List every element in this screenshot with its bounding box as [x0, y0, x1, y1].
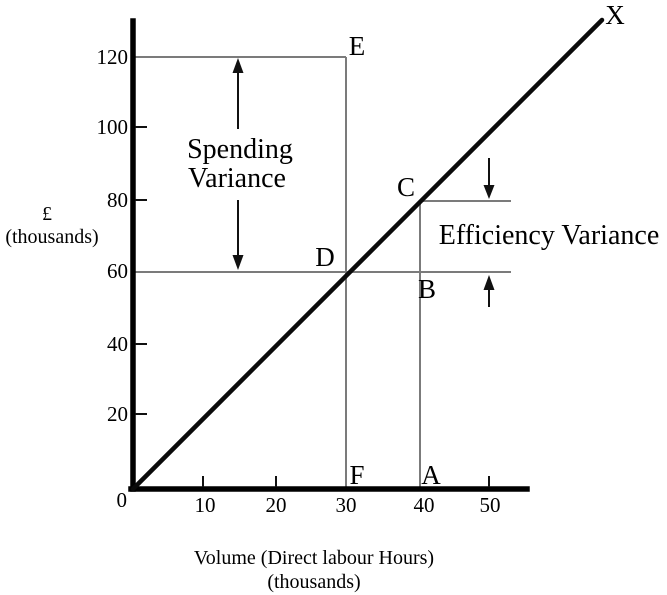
- x-tick-label-30: 30: [336, 493, 357, 517]
- efficiency-variance-label: Efficiency Variance: [439, 220, 660, 251]
- y-tick-label-120: 120: [97, 45, 129, 69]
- y-tick-label-60: 60: [107, 259, 128, 283]
- line-end-label-X: X: [605, 0, 625, 30]
- x-tick-label-40: 40: [414, 493, 435, 517]
- point-label-B: B: [418, 274, 436, 304]
- y-tick-label-20: 20: [107, 402, 128, 426]
- spending-variance-label-line2: Variance: [188, 163, 286, 194]
- point-label-A: A: [421, 460, 441, 490]
- spending-variance-label-line1: Spending: [187, 134, 293, 165]
- budget-line: [130, 17, 605, 492]
- point-label-F: F: [349, 460, 364, 490]
- x-tick-label-20: 20: [266, 493, 287, 517]
- origin-label: 0: [117, 488, 128, 512]
- point-label-D: D: [315, 242, 335, 272]
- point-label-C: C: [397, 172, 415, 202]
- x-axis-label-units: (thousands): [267, 571, 360, 593]
- point-label-E: E: [349, 31, 366, 61]
- efficiency-arrow-down-head: [483, 185, 495, 199]
- y-tick-label-40: 40: [107, 332, 128, 356]
- x-tick-label-50: 50: [480, 493, 501, 517]
- y-axis-label-units: (thousands): [5, 226, 98, 248]
- spending-arrow-down-head: [232, 255, 244, 270]
- efficiency-arrow-up-head: [483, 275, 495, 290]
- y-tick-label-100: 100: [97, 115, 129, 139]
- y-axis-label: £: [42, 203, 52, 225]
- x-tick-label-10: 10: [195, 493, 216, 517]
- x-axis-label: Volume (Direct labour Hours): [194, 547, 434, 569]
- spending-arrow-up-head: [232, 58, 244, 73]
- y-tick-label-80: 80: [107, 188, 128, 212]
